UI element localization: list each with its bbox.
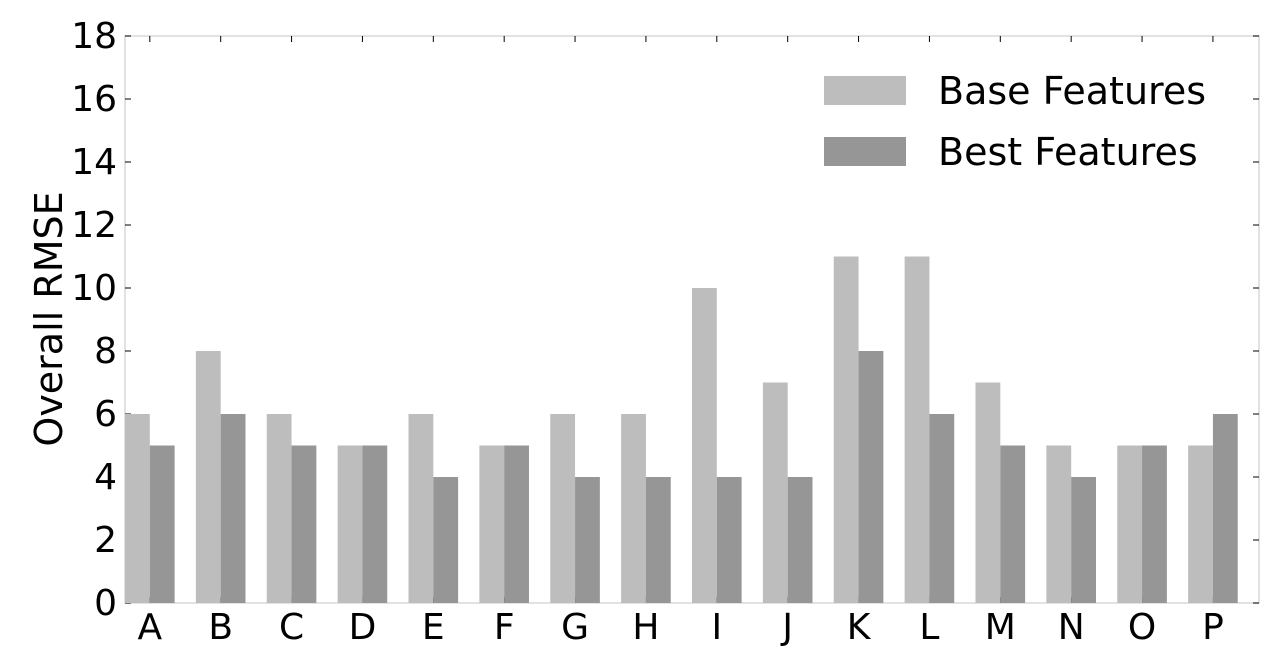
y-tick-label: 2 — [94, 520, 117, 561]
bar-best-K — [858, 351, 884, 603]
bar-best-L — [929, 414, 955, 603]
bar-best-J — [787, 477, 813, 603]
y-tick-label: 12 — [71, 205, 117, 246]
bar-best-H — [645, 477, 671, 603]
bar-best-E — [433, 477, 459, 603]
bar-base-F — [479, 445, 505, 603]
bar-best-F — [504, 445, 529, 603]
x-tick-label-A: A — [137, 607, 162, 648]
bar-base-B — [195, 351, 221, 603]
bar-base-L — [904, 256, 930, 603]
x-tick-label-G: G — [561, 607, 589, 648]
x-tick-label-O: O — [1128, 607, 1156, 648]
x-tick-label-P: P — [1202, 607, 1224, 648]
bar-base-J — [762, 382, 788, 603]
bars — [125, 256, 1238, 603]
x-tick-label-B: B — [208, 607, 233, 648]
x-tick-label-F: F — [494, 607, 515, 648]
y-tick-label: 6 — [94, 394, 117, 435]
bar-base-D — [337, 445, 363, 603]
x-tick-label-H: H — [632, 607, 659, 648]
legend-swatch-best — [824, 137, 906, 166]
bar-base-O — [1117, 445, 1143, 603]
bar-best-P — [1212, 414, 1238, 603]
bar-best-C — [291, 445, 317, 603]
bar-base-I — [692, 288, 717, 603]
y-tick-label: 4 — [94, 457, 117, 498]
y-tick-labels: 0 2 4 6 8 10 12 14 16 18 — [71, 16, 117, 624]
bar-best-A — [149, 445, 175, 603]
x-tick-label-C: C — [279, 607, 304, 648]
x-tick-label-L: L — [919, 607, 939, 648]
x-tick-label-K: K — [847, 607, 872, 648]
bar-base-G — [550, 414, 576, 603]
bar-base-A — [125, 414, 150, 603]
y-tick-label: 10 — [71, 268, 117, 309]
bar-best-D — [362, 445, 388, 603]
bar-best-B — [220, 414, 246, 603]
bar-best-O — [1142, 445, 1167, 603]
bar-best-M — [1000, 445, 1026, 603]
x-tick-label-M: M — [985, 607, 1016, 648]
legend: Base Features Best Features — [824, 69, 1206, 174]
x-tick-label-J: J — [780, 607, 793, 648]
bar-best-N — [1071, 477, 1096, 603]
x-tick-label-E: E — [422, 607, 445, 648]
x-tick-label-D: D — [349, 607, 377, 648]
legend-label-best: Best Features — [938, 130, 1198, 174]
y-tick-label: 16 — [71, 79, 117, 120]
x-tick-label-I: I — [711, 607, 722, 648]
bar-base-M — [975, 382, 1001, 603]
bar-base-K — [833, 256, 859, 603]
bar-best-I — [716, 477, 742, 603]
bar-base-E — [408, 414, 434, 603]
bar-base-C — [266, 414, 292, 603]
y-tick-label: 8 — [94, 331, 117, 372]
x-tick-label-N: N — [1058, 607, 1085, 648]
bar-base-N — [1046, 445, 1072, 603]
bar-best-G — [575, 477, 600, 603]
x-tick-labels: A B C D E F G H I J K L M N O P — [137, 607, 1223, 648]
legend-swatch-base — [824, 76, 906, 105]
bar-base-P — [1188, 445, 1213, 603]
y-tick-label: 0 — [94, 583, 117, 624]
legend-label-base: Base Features — [938, 69, 1206, 113]
y-tick-label: 18 — [71, 16, 117, 57]
y-tick-label: 14 — [71, 142, 117, 183]
bar-base-H — [621, 414, 646, 603]
y-axis-label: Overall RMSE — [27, 191, 71, 446]
